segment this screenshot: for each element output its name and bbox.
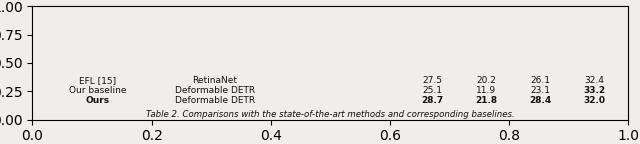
Text: 28.7: 28.7 [421, 96, 444, 106]
Text: 33.2: 33.2 [583, 87, 605, 95]
Text: 32.0: 32.0 [583, 96, 605, 106]
Text: 20.2: 20.2 [476, 76, 496, 86]
Text: Deformable DETR: Deformable DETR [175, 87, 255, 95]
Text: 32.4: 32.4 [584, 76, 604, 86]
Text: Our baseline: Our baseline [69, 87, 127, 95]
Text: 26.1: 26.1 [530, 76, 550, 86]
Text: 25.1: 25.1 [422, 87, 442, 95]
Text: 28.4: 28.4 [529, 96, 551, 106]
Text: Deformable DETR: Deformable DETR [175, 96, 255, 106]
Text: RetinaNet: RetinaNet [193, 76, 237, 86]
Text: 27.5: 27.5 [422, 76, 442, 86]
Text: Ours: Ours [86, 96, 110, 106]
Text: 23.1: 23.1 [530, 87, 550, 95]
Text: 21.8: 21.8 [475, 96, 497, 106]
Text: 11.9: 11.9 [476, 87, 496, 95]
Text: Table 2. Comparisons with the state-of-the-art methods and corresponding baselin: Table 2. Comparisons with the state-of-t… [146, 110, 515, 119]
Text: EFL [15]: EFL [15] [79, 76, 116, 86]
